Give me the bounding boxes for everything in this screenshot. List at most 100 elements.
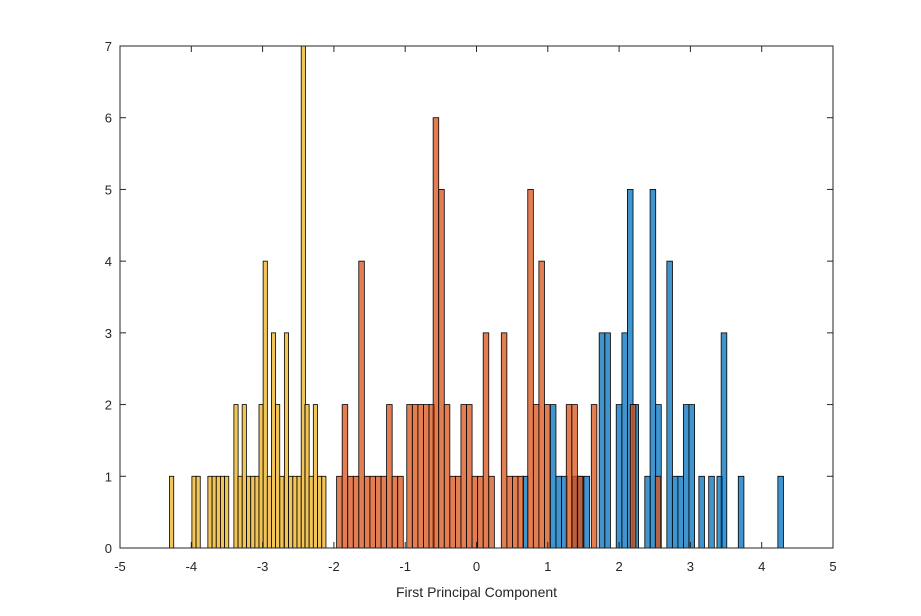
histogram-bar xyxy=(375,475,382,549)
histogram-bar xyxy=(233,404,239,549)
histogram-bar xyxy=(671,475,679,549)
histogram-bar xyxy=(454,475,462,549)
histogram-bar xyxy=(262,260,268,549)
histogram-bar xyxy=(312,404,318,549)
histogram-bar xyxy=(629,404,637,549)
histogram-bar xyxy=(477,475,484,549)
histogram-bar xyxy=(215,475,221,549)
y-tick-label: 5 xyxy=(105,182,112,197)
histogram-bar xyxy=(512,475,519,549)
histogram-bar xyxy=(417,404,424,549)
histogram-bar xyxy=(266,475,272,549)
histogram-bar xyxy=(391,475,399,549)
histogram-bar xyxy=(432,117,440,549)
histogram-bar xyxy=(347,475,354,549)
histogram-bar xyxy=(500,332,508,549)
histogram-bar xyxy=(296,475,302,549)
histogram-bar xyxy=(191,475,197,549)
histogram-bar xyxy=(549,404,557,549)
histogram-bar xyxy=(555,475,562,549)
x-tick-label: 0 xyxy=(473,559,480,574)
series-3-bars xyxy=(169,45,327,549)
histogram-bar xyxy=(698,475,705,549)
histogram-bar xyxy=(237,475,243,549)
histogram-bar xyxy=(279,475,285,549)
histogram-bar xyxy=(321,475,327,549)
histogram-bar xyxy=(317,475,323,549)
histogram-bar xyxy=(682,404,690,549)
histogram-bar xyxy=(777,475,784,549)
histogram-bar xyxy=(411,404,419,549)
histogram-bar xyxy=(654,475,662,549)
histogram-bar xyxy=(275,404,281,549)
histogram-bar xyxy=(460,404,467,549)
histogram-bar xyxy=(527,189,534,549)
histogram-bar xyxy=(241,404,247,549)
x-tick-label: -2 xyxy=(328,559,340,574)
histogram-bar xyxy=(471,475,479,549)
histogram-bar xyxy=(292,475,298,549)
histogram-bar xyxy=(250,475,256,549)
histogram-bar xyxy=(488,475,495,549)
histogram-bar xyxy=(283,332,290,549)
histogram-bar xyxy=(644,475,651,549)
histogram-bar xyxy=(380,475,387,549)
histogram-bar xyxy=(590,404,598,549)
histogram-bar xyxy=(583,475,590,549)
histogram-bar xyxy=(308,475,314,549)
series-2-bars xyxy=(336,117,662,549)
histogram-bar xyxy=(341,404,349,549)
x-tick-label: 1 xyxy=(544,559,551,574)
histogram-bar xyxy=(517,475,524,549)
series-1-bars xyxy=(522,189,784,549)
histogram-bar xyxy=(363,475,371,549)
histogram-bar xyxy=(544,404,551,549)
histogram-bar xyxy=(220,475,226,549)
histogram-bar xyxy=(224,475,230,549)
histogram-bar xyxy=(254,475,260,549)
histogram-bar xyxy=(438,189,445,549)
histogram-bar xyxy=(466,404,473,549)
histogram-bar xyxy=(246,475,252,549)
x-tick-label: 5 xyxy=(829,559,836,574)
histogram-bar xyxy=(506,475,513,549)
histogram-bar xyxy=(369,475,376,549)
histogram-bar xyxy=(423,404,430,549)
histogram-bar xyxy=(386,404,393,549)
histogram-bar xyxy=(397,475,404,549)
x-tick-label: -5 xyxy=(114,559,126,574)
axes-layer: -5 -4 -3 -2 -1 0 1 2 3 4 5 0 1 2 3 4 5 6 7 xyxy=(105,39,837,574)
histogram-bar xyxy=(666,260,673,549)
y-tick-label: 1 xyxy=(105,469,112,484)
histogram-bar xyxy=(577,475,584,549)
x-tick-label: 4 xyxy=(758,559,765,574)
histogram-bar xyxy=(677,475,684,549)
histogram-bar xyxy=(571,404,578,549)
histogram-bar xyxy=(720,332,728,549)
histogram-bar xyxy=(358,260,365,549)
x-tick-label: -3 xyxy=(257,559,269,574)
histogram-bar xyxy=(532,404,540,549)
histogram-bar xyxy=(737,475,745,549)
y-tick-label: 2 xyxy=(105,398,112,413)
histogram-bar xyxy=(538,260,545,549)
histogram-bar xyxy=(565,404,573,549)
histogram-bar xyxy=(449,475,456,549)
y-tick-label: 3 xyxy=(105,326,112,341)
histogram-bar xyxy=(304,404,310,549)
histogram-bar xyxy=(604,332,611,549)
histogram-bar xyxy=(211,475,217,549)
histogram-bar xyxy=(352,475,360,549)
x-tick-label: 3 xyxy=(687,559,694,574)
histogram-bar xyxy=(406,404,413,549)
histogram-bar xyxy=(195,475,201,549)
histogram-bar xyxy=(207,475,213,549)
histogram-bar xyxy=(598,332,606,549)
histogram-bar xyxy=(615,404,623,549)
histogram-bar xyxy=(443,404,451,549)
histogram-bar xyxy=(621,332,628,549)
x-tick-label: -1 xyxy=(399,559,411,574)
histogram-bar xyxy=(336,475,343,549)
